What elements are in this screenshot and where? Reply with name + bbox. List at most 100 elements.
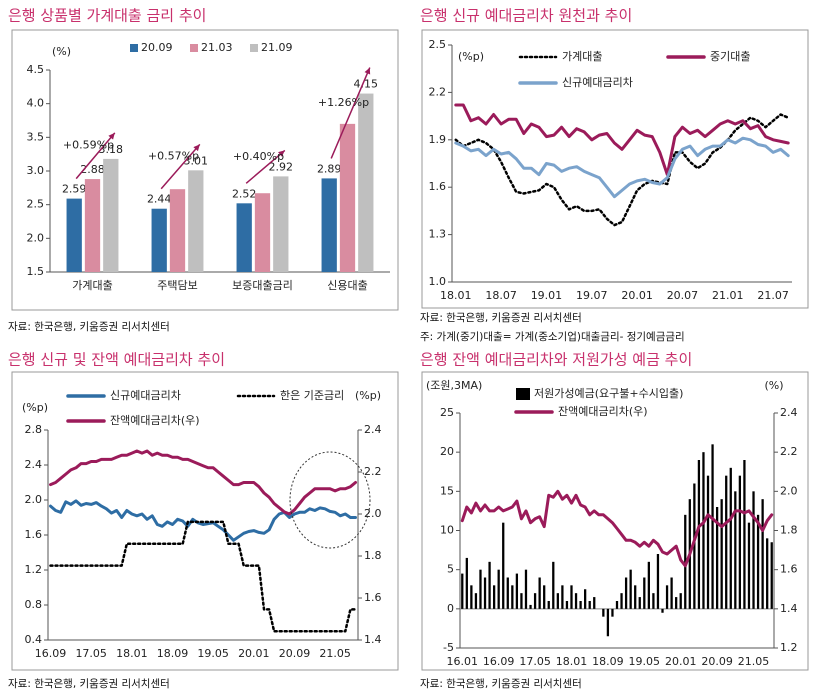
bar xyxy=(520,593,523,609)
source: 자료: 한국은행, 키움증권 리서치센터 xyxy=(8,321,170,333)
x-tick-label: 주택담보 xyxy=(157,279,197,292)
bar xyxy=(766,538,769,609)
x-tick-label: 신용대출 xyxy=(327,279,367,292)
chart-title: 은행 상품별 가계대출 금리 추이 xyxy=(8,7,206,25)
x-tick-label: 21.07 xyxy=(757,289,789,302)
bar xyxy=(358,93,374,272)
bar xyxy=(538,577,541,609)
bar xyxy=(321,178,337,272)
x-tick-label: 18.07 xyxy=(485,289,517,302)
panel-frame xyxy=(11,371,399,671)
y-tick-label: 3.5 xyxy=(27,130,45,143)
bar xyxy=(556,593,559,609)
y-tick-label: 2.5 xyxy=(429,38,447,51)
x-tick-label: 20.01 xyxy=(238,647,270,660)
x-tick-label: 16.09 xyxy=(483,655,515,668)
y2-tick-label: 2.2 xyxy=(364,465,382,478)
legend-label: 잔액예대금리차(우) xyxy=(558,405,648,418)
bar xyxy=(470,585,473,609)
annotation-arrowhead xyxy=(364,67,371,75)
legend-label: 신규예대금리차 xyxy=(562,76,633,89)
bar xyxy=(479,569,482,609)
legend-label: 저원가성예금(요구불+수시입출) xyxy=(534,387,683,400)
bar xyxy=(715,507,719,609)
y-unit: (%p) xyxy=(458,50,484,63)
bar xyxy=(679,593,682,609)
bar xyxy=(652,593,655,609)
y2-tick-label: 1.4 xyxy=(364,633,382,646)
legend-label: 신규예대금리차 xyxy=(110,389,181,402)
x-tick-label: 18.01 xyxy=(440,289,472,302)
annotation-arrow xyxy=(245,149,286,184)
bar xyxy=(606,608,610,637)
legend-swatch xyxy=(516,388,530,400)
bar xyxy=(511,585,514,609)
source: 자료: 한국은행, 키움증권 리서치센터 xyxy=(420,678,582,690)
bar xyxy=(620,593,623,609)
bar xyxy=(236,203,252,272)
x-tick-label: 18.09 xyxy=(592,655,624,668)
x-tick-label: 가계대출 xyxy=(72,279,112,292)
bar xyxy=(647,561,650,609)
bar xyxy=(552,561,555,609)
y-tick-label: 5 xyxy=(447,563,454,576)
bar xyxy=(602,608,605,617)
legend-label: 한은 기준금리 xyxy=(280,389,344,402)
bar xyxy=(188,170,204,272)
value-label: 2.59 xyxy=(62,183,87,196)
panel-frame xyxy=(11,29,399,311)
bar xyxy=(675,597,678,609)
y-tick-label: 15 xyxy=(440,484,454,497)
annotation: +0.57%p xyxy=(148,150,199,163)
y-tick-label: 25 xyxy=(440,406,454,419)
bar xyxy=(515,573,519,609)
value-label: 2.52 xyxy=(232,187,257,200)
bar xyxy=(615,601,619,609)
bar xyxy=(465,557,468,609)
legend-label: 잔액예대금리차(우) xyxy=(110,414,200,427)
x-tick-label: 20.07 xyxy=(667,289,699,302)
bar xyxy=(738,475,742,609)
x-tick-label: 21.01 xyxy=(712,289,744,302)
y2-tick-label: 1.6 xyxy=(364,591,382,604)
source: 자료: 한국은행, 키움증권 리서치센터 xyxy=(8,678,170,690)
value-label: 2.44 xyxy=(147,193,172,206)
legend-swatch xyxy=(190,44,198,52)
y-tick-label: 1.9 xyxy=(429,133,447,146)
bar xyxy=(661,608,664,613)
bar xyxy=(497,569,500,609)
x-tick-label: 보증대출금리 xyxy=(232,279,293,292)
bar xyxy=(656,554,660,609)
bar xyxy=(752,491,755,609)
bar xyxy=(474,593,478,609)
bar xyxy=(706,475,710,609)
legend-swatch xyxy=(250,44,258,52)
y2-tick-label: 2.4 xyxy=(364,423,382,436)
bar xyxy=(547,601,550,609)
bar xyxy=(492,585,496,609)
y2-unit: (%) xyxy=(764,379,783,392)
note: 주: 가계(중기)대출= 가계(중소기업)대출금리- 정기예금금리 xyxy=(420,330,685,343)
bar xyxy=(483,577,487,609)
y-tick-label: 1.6 xyxy=(429,180,447,193)
y-tick-label: 2.5 xyxy=(27,198,45,211)
y-tick-label: -5 xyxy=(443,641,454,654)
y-unit: (%p) xyxy=(22,401,48,414)
legend-swatch xyxy=(130,44,138,52)
x-tick-label: 17.05 xyxy=(519,655,551,668)
bar xyxy=(524,569,528,609)
bar xyxy=(339,123,356,272)
y2-tick-label: 1.8 xyxy=(780,524,798,537)
y-tick-label: 1.2 xyxy=(25,563,43,576)
bar xyxy=(254,193,271,272)
legend-label: 21.09 xyxy=(261,41,293,54)
x-tick-label: 21.05 xyxy=(738,655,770,668)
line xyxy=(454,103,790,177)
bar xyxy=(488,561,491,609)
line xyxy=(49,520,357,633)
y2-unit: (%p) xyxy=(355,389,381,402)
bar xyxy=(725,475,728,609)
bar xyxy=(729,467,732,609)
panel-frame xyxy=(421,29,809,309)
